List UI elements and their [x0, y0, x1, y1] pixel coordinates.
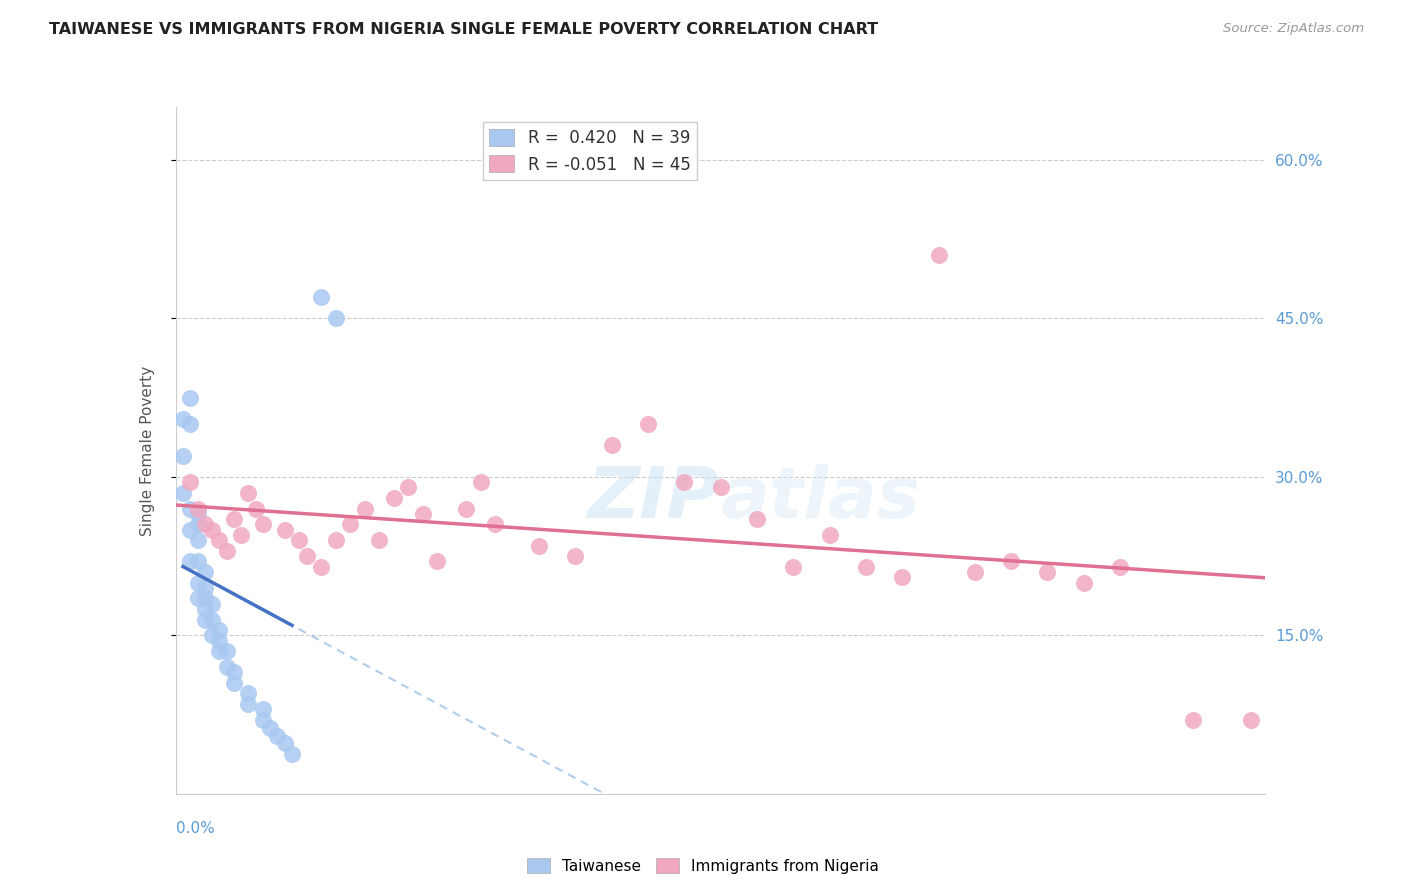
Point [186, 517, 209, 532]
Point [252, 713, 274, 727]
Legend: Taiwanese, Immigrants from Nigeria: Taiwanese, Immigrants from Nigeria [520, 852, 886, 880]
Point [1000, 554, 1022, 568]
Text: Source: ZipAtlas.com: Source: ZipAtlas.com [1223, 22, 1364, 36]
Point [891, 570, 914, 584]
Point [194, 591, 217, 606]
Point [179, 501, 201, 516]
Y-axis label: Single Female Poverty: Single Female Poverty [141, 366, 155, 535]
Point [179, 391, 201, 405]
Point [238, 485, 260, 500]
Point [818, 528, 841, 542]
Point [274, 736, 297, 750]
Point [208, 633, 231, 648]
Point [1036, 565, 1059, 579]
Point [259, 722, 281, 736]
Point [673, 475, 696, 490]
Legend: R =  0.420   N = 39, R = -0.051   N = 45: R = 0.420 N = 39, R = -0.051 N = 45 [482, 122, 697, 180]
Point [426, 554, 449, 568]
Point [484, 517, 506, 532]
Point [245, 501, 267, 516]
Point [252, 517, 274, 532]
Point [201, 628, 224, 642]
Point [309, 559, 332, 574]
Point [208, 644, 231, 658]
Point [179, 554, 201, 568]
Point [412, 507, 434, 521]
Point [186, 554, 209, 568]
Point [339, 517, 361, 532]
Point [295, 549, 318, 563]
Point [215, 660, 238, 674]
Text: TAIWANESE VS IMMIGRANTS FROM NIGERIA SINGLE FEMALE POVERTY CORRELATION CHART: TAIWANESE VS IMMIGRANTS FROM NIGERIA SIN… [49, 22, 879, 37]
Point [1109, 559, 1132, 574]
Point [281, 747, 304, 761]
Point [637, 417, 659, 431]
Point [231, 528, 253, 542]
Point [963, 565, 986, 579]
Point [208, 623, 231, 637]
Point [527, 539, 550, 553]
Point [172, 411, 194, 425]
Point [186, 533, 209, 548]
Point [201, 613, 224, 627]
Point [222, 676, 245, 690]
Text: 0.0%: 0.0% [176, 822, 215, 837]
Point [194, 581, 217, 595]
Point [1240, 713, 1263, 727]
Point [179, 523, 201, 537]
Point [456, 501, 478, 516]
Point [238, 686, 260, 700]
Point [215, 544, 238, 558]
Point [194, 517, 217, 532]
Point [266, 729, 288, 743]
Point [186, 507, 209, 521]
Point [186, 501, 209, 516]
Point [222, 665, 245, 680]
Point [194, 613, 217, 627]
Point [1073, 575, 1095, 590]
Point [600, 438, 623, 452]
Point [179, 475, 201, 490]
Point [194, 602, 217, 616]
Point [368, 533, 391, 548]
Point [186, 575, 209, 590]
Point [325, 533, 347, 548]
Point [928, 248, 950, 262]
Point [238, 697, 260, 711]
Point [288, 533, 311, 548]
Point [201, 597, 224, 611]
Point [215, 644, 238, 658]
Point [470, 475, 492, 490]
Text: ZIP: ZIP [588, 464, 721, 533]
Point [1181, 713, 1204, 727]
Text: atlas: atlas [721, 464, 921, 533]
Point [745, 512, 768, 526]
Point [222, 512, 245, 526]
Point [274, 523, 297, 537]
Point [309, 290, 332, 304]
Point [353, 501, 375, 516]
Point [564, 549, 586, 563]
Point [194, 565, 217, 579]
Point [208, 533, 231, 548]
Point [201, 523, 224, 537]
Point [396, 480, 419, 494]
Point [382, 491, 405, 505]
Point [179, 417, 201, 431]
Point [172, 449, 194, 463]
Point [710, 480, 733, 494]
Point [172, 485, 194, 500]
Point [325, 311, 347, 326]
Point [855, 559, 877, 574]
Point [252, 702, 274, 716]
Point [186, 591, 209, 606]
Point [782, 559, 804, 574]
